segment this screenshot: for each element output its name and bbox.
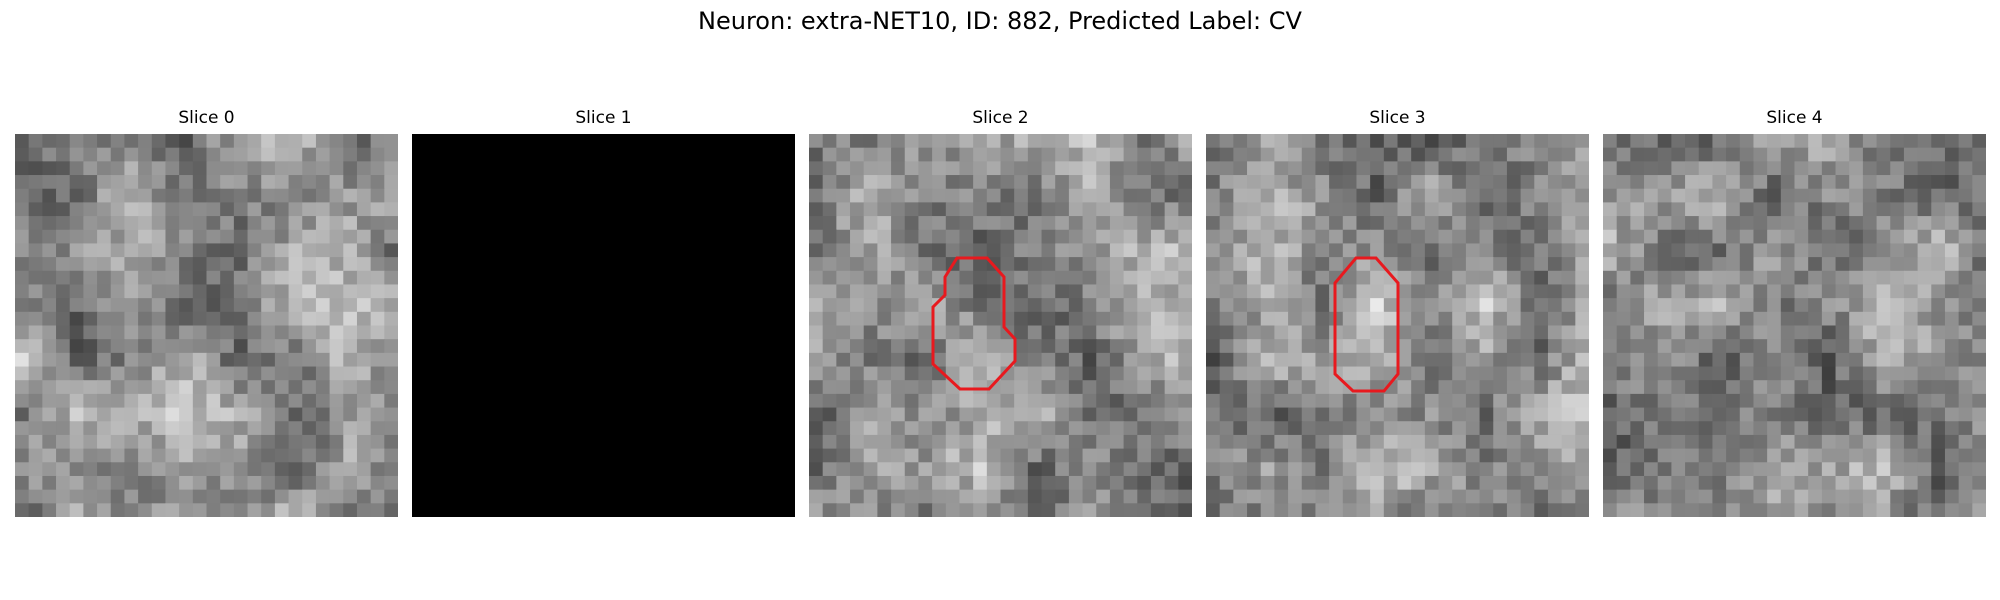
slice-title: Slice 1 [575, 108, 632, 128]
slice-image [1603, 134, 1986, 517]
slice-title: Slice 0 [178, 108, 235, 128]
slice-title: Slice 2 [972, 108, 1029, 128]
neuron-contour [931, 256, 1017, 391]
figure-title: Neuron: extra-NET10, ID: 882, Predicted … [698, 7, 1302, 35]
slice-panel-4: Slice 4 [1603, 108, 1986, 517]
slice-image-blank [412, 134, 795, 517]
slice-title: Slice 3 [1369, 108, 1426, 128]
slice-panel-1: Slice 1 [412, 108, 795, 517]
slice-panel-0: Slice 0 [15, 108, 398, 517]
slice-image [809, 134, 1192, 517]
neuron-contour [1333, 256, 1400, 393]
slice-image [1206, 134, 1589, 517]
slice-title: Slice 4 [1766, 108, 1823, 128]
slice-panel-3: Slice 3 [1206, 108, 1589, 517]
slice-image [15, 134, 398, 517]
slice-panel-2: Slice 2 [809, 108, 1192, 517]
